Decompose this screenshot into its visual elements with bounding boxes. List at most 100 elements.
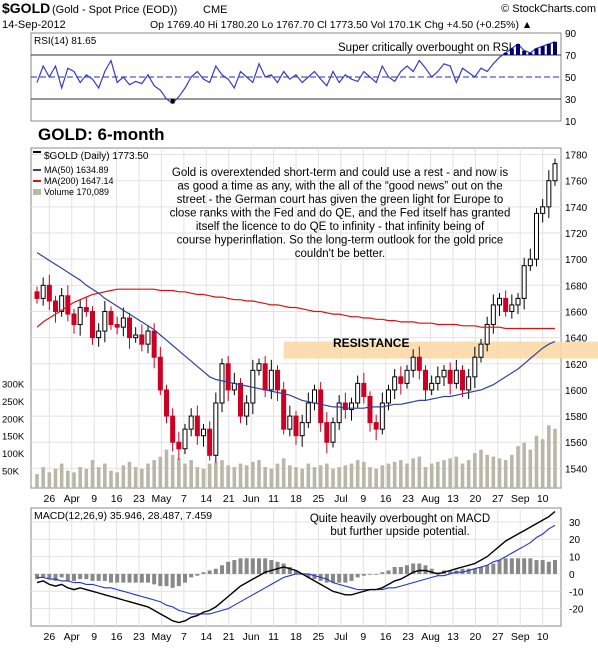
volume-bar [331,468,335,488]
resistance-zone [283,341,598,359]
macd-histogram-bar [392,567,397,574]
candle-body [404,369,410,384]
price-x-tick-label: 9 [91,493,97,505]
macd-annotation: Quite heavily overbought on MACD but furt… [310,513,490,538]
macd-histogram-bar [386,570,391,574]
macd-histogram-bar [337,573,342,583]
volume-bar [263,467,267,488]
price-x-tick-label: 14 [200,493,212,505]
candle-body [145,330,151,345]
price-x-tick-label: 23 [402,493,414,505]
legend-volume-swatch [33,189,41,195]
candle-body [225,363,231,391]
price-tick-label: 1660 [565,307,588,318]
macd-histogram-bar [102,573,107,581]
macd-x-tick-label: 9 [360,631,366,643]
candle-body [108,310,114,326]
volume-bar [405,463,409,488]
candle-body [59,295,65,312]
quote: Op 1769.40 Hi 1780.20 Lo 1767.70 Cl 1773… [150,19,532,31]
macd-histogram-bar [109,573,113,583]
macd-tick-label: -10 [569,587,584,598]
macd-histogram-bar [207,570,212,574]
macd-histogram-bar [540,560,545,574]
volume-bar [78,467,82,488]
macd-x-tick-label: 23 [402,631,414,643]
price-annotation-line: as good a time as any, with the all of t… [177,181,502,193]
macd-tick-label: 30 [569,518,581,529]
volume-bar [257,460,261,488]
legend-ma50: MA(50) 1634.89 [44,165,109,175]
macd-histogram-bar [368,573,372,575]
volume-bar [485,454,489,488]
candle-body [546,180,552,208]
volume-bar [207,463,212,488]
macd-x-tick-label: 20 [470,631,482,643]
macd-x-tick-label: 23 [133,631,145,643]
candle-body [164,389,169,417]
volume-bar [491,456,496,488]
rsi-label: RSI(14) 81.65 [34,36,97,47]
volume-bar [522,442,526,488]
ma50-line [36,252,556,409]
price-annotation-line: close ranks with the Fed and do QE, and … [170,208,511,220]
price-tick-label: 1580 [565,412,588,423]
macd-histogram-bar [411,563,416,574]
volume-bar [72,472,76,488]
candle-body [540,206,546,214]
volume-bar [59,463,64,488]
volume-bar [337,467,341,488]
price-x-tick-label: 11 [268,493,279,505]
macd-x-tick-label: 13 [447,631,459,643]
candle-body [90,310,95,339]
candle-body [34,291,40,299]
macd-histogram-bar [281,563,286,574]
rsi-annotation: Super critically overbought on RSI [338,42,512,54]
macd-histogram-bar [287,567,292,574]
volume-bar [164,449,169,488]
macd-tick-label: 20 [569,535,581,546]
volume-bar [251,461,255,488]
volume-tick-label: 300K [2,379,25,390]
volume-bar [281,458,286,488]
candle-body [379,402,385,430]
price-x-tick-label: 16 [380,493,392,505]
macd-line [36,510,556,624]
candle-body [497,297,502,306]
legend-volume: Volume 170,089 [44,187,109,197]
candle-body [83,307,89,312]
candle-body [219,363,225,404]
volume-bar [109,470,113,488]
macd-tick-label: -20 [569,605,584,616]
volume-bar [275,463,280,488]
price-annotation-line: itself the licence to do QE to infinity … [196,221,485,233]
price-x-tick-label: 27 [492,493,504,505]
candle-body [231,382,237,391]
ma200-line [36,288,555,330]
price-panel: GOLD: 6-month RESISTANCE 1540 1560 1580 160… [2,125,598,505]
macd-histogram-bar [349,573,354,581]
macd-histogram-bar [35,573,39,580]
price-tick-label: 1700 [565,255,588,266]
candle-body [534,212,539,260]
candle-body [114,324,120,328]
volume-bar [429,463,434,488]
volume-bar [103,463,107,488]
volume-bar [66,470,70,488]
price-x-tick-label: 26 [43,493,55,505]
candle-body [213,402,219,456]
candle-body [324,422,330,443]
candle-body [77,307,83,326]
candle-body [447,369,453,384]
volume-bar [325,463,329,488]
volume-bar [362,461,366,488]
price-x-tick-label: Jul [334,493,347,505]
candle-body [373,422,379,430]
volume-bar [220,460,224,488]
price-tick-label: 1740 [565,203,588,214]
price-tick-label: 1680 [565,281,588,292]
macd-histogram-bar [417,563,422,574]
macd-histogram-bar [528,558,533,574]
volume-bar [127,461,132,488]
price-x-tick-label: May [152,493,173,505]
